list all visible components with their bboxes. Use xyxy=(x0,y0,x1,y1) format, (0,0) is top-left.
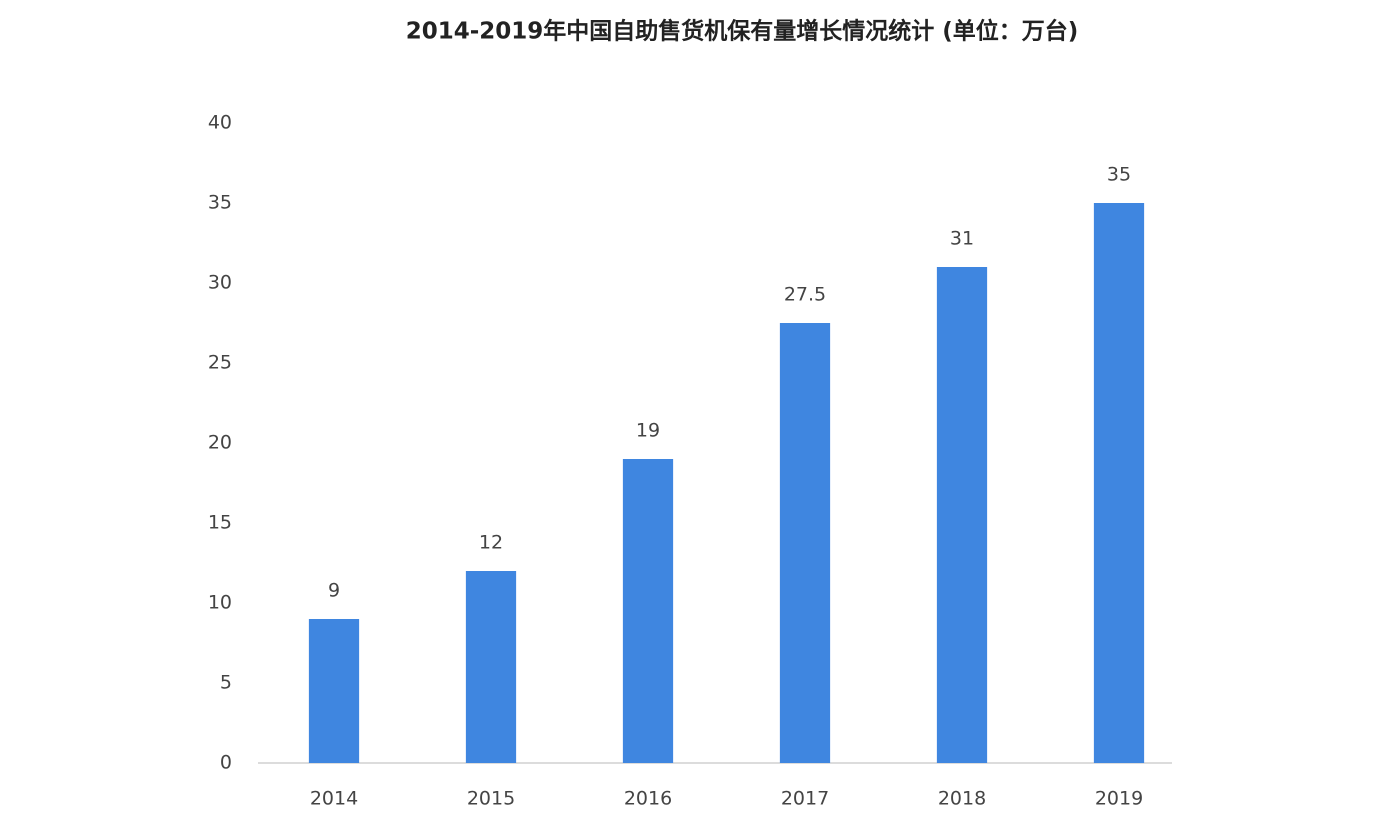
value-label: 12 xyxy=(479,532,503,554)
bar xyxy=(1093,203,1145,763)
x-tick-label: 2016 xyxy=(624,788,672,810)
y-tick-label: 25 xyxy=(208,352,232,374)
y-tick-label: 20 xyxy=(208,432,232,454)
y-tick-label: 0 xyxy=(220,752,232,774)
bar xyxy=(622,459,674,763)
y-tick-label: 5 xyxy=(220,672,232,694)
bar xyxy=(308,619,360,763)
bar xyxy=(779,323,831,763)
value-label: 9 xyxy=(328,580,340,602)
value-label: 35 xyxy=(1107,164,1131,186)
bar xyxy=(936,267,988,763)
x-tick-label: 2018 xyxy=(938,788,986,810)
y-tick-label: 35 xyxy=(208,192,232,214)
y-tick-label: 15 xyxy=(208,512,232,534)
y-tick-label: 10 xyxy=(208,592,232,614)
bar xyxy=(465,571,517,763)
x-tick-label: 2014 xyxy=(310,788,358,810)
x-tick-label: 2019 xyxy=(1095,788,1143,810)
y-tick-label: 30 xyxy=(208,272,232,294)
chart-title: 2014-2019年中国自助售货机保有量增长情况统计 (单位：万台) xyxy=(406,18,1079,45)
y-tick-label: 40 xyxy=(208,112,232,134)
x-tick-label: 2015 xyxy=(467,788,515,810)
value-label: 19 xyxy=(636,420,660,442)
value-label: 27.5 xyxy=(784,284,826,306)
x-tick-label: 2017 xyxy=(781,788,829,810)
value-label: 31 xyxy=(950,228,974,250)
